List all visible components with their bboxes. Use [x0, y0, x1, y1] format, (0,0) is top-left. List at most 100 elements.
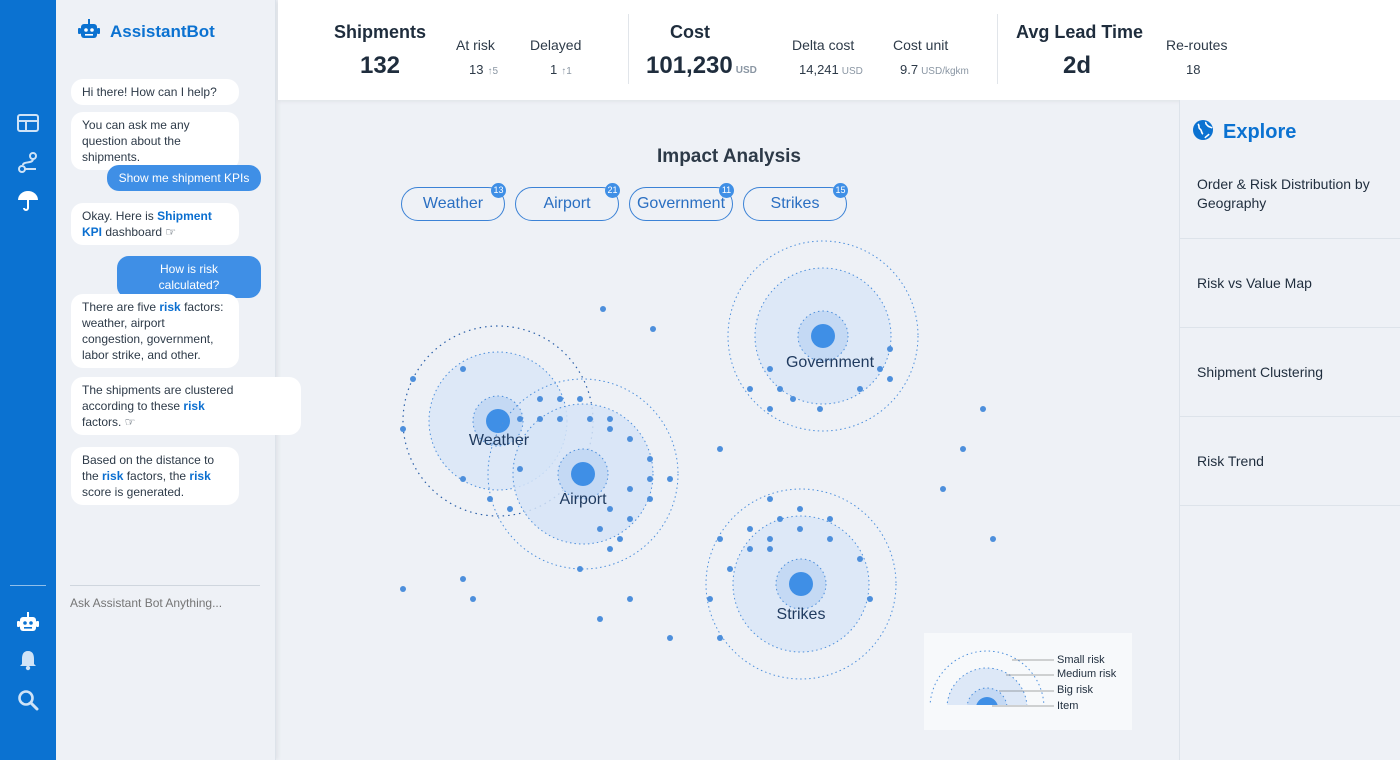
bot-message: Based on the distance to the risk factor…	[71, 447, 239, 505]
risk-link[interactable]: risk	[183, 399, 205, 413]
legend-small-risk: Small risk	[1057, 654, 1105, 666]
brand-name: AssistantBot	[110, 21, 215, 41]
message-text: factors: weather, airport congestion, go…	[82, 300, 224, 362]
delayed-value: 1 ↑1	[550, 62, 572, 77]
count-badge: 15	[833, 183, 848, 198]
brand: AssistantBot	[76, 18, 215, 45]
cluster-label-strikes: Strikes	[776, 606, 826, 623]
delta-cost-number: 14,241	[799, 62, 839, 77]
bot-message: Okay. Here is Shipment KPI dashboard ☞	[71, 203, 239, 245]
bot-message: You can ask me any question about the sh…	[71, 112, 239, 170]
message-text: The shipments are clustered according to…	[82, 383, 234, 413]
legend-item: Item	[1057, 700, 1079, 712]
explore-item-geography[interactable]: Order & Risk Distribution by Geography	[1180, 150, 1400, 239]
cost-number: 101,230	[646, 52, 733, 79]
cluster-strikes[interactable]	[705, 488, 897, 680]
cost-unit-label: Cost unit	[893, 37, 949, 53]
chat-divider	[70, 585, 260, 586]
impact-cluster-map	[400, 240, 996, 680]
globe-icon	[1192, 119, 1214, 146]
at-risk-value: 13 ↑5	[469, 62, 498, 77]
explore-panel: Explore Order & Risk Distribution by Geo…	[1179, 100, 1400, 760]
page-title: Impact Analysis	[657, 146, 801, 167]
filter-weather[interactable]: Weather 13	[401, 183, 506, 221]
at-risk-label: At risk	[456, 37, 495, 53]
delayed-trend: ↑1	[561, 66, 572, 77]
dashboard-icon[interactable]	[14, 109, 42, 137]
filter-strikes[interactable]: Strikes 15	[743, 183, 848, 221]
explore-item-clustering[interactable]: Shipment Clustering	[1180, 328, 1400, 417]
explore-item-risk-value-map[interactable]: Risk vs Value Map	[1180, 239, 1400, 328]
filter-airport[interactable]: Airport 21	[515, 183, 620, 221]
legend-big-risk: Big risk	[1057, 684, 1094, 696]
filter-label: Strikes	[770, 195, 820, 212]
bell-icon[interactable]	[14, 646, 42, 674]
chat-input[interactable]	[70, 596, 260, 610]
filter-label: Airport	[543, 195, 591, 212]
shipment-kpi-link[interactable]: Shipment KPI	[82, 209, 212, 239]
delayed-label: Delayed	[530, 37, 582, 53]
kpi-bar: Shipments 132 At risk 13 ↑5 Delayed 1 ↑1 C…	[278, 0, 1400, 100]
cluster-label-weather: Weather	[468, 432, 530, 449]
delta-cost-value: 14,241 USD	[799, 62, 863, 77]
lead-time-label: Avg Lead Time	[1016, 22, 1144, 42]
shipment-points	[400, 306, 996, 641]
lead-time-value: 2d	[1062, 52, 1091, 79]
count-badge: 13	[491, 183, 506, 198]
cluster-airport[interactable]	[487, 378, 679, 570]
message-text: Okay. Here is	[82, 209, 158, 223]
cluster-label-government: Government	[785, 354, 875, 371]
risk-link[interactable]: risk	[189, 469, 211, 483]
cost-label: Cost	[670, 22, 710, 42]
user-message: How is risk calculated?	[117, 256, 261, 298]
bot-message: There are five risk factors: weather, ai…	[71, 294, 239, 368]
risk-link[interactable]: risk	[159, 300, 181, 314]
route-icon[interactable]	[14, 149, 42, 177]
risk-legend: Small risk Medium risk Big risk Item	[924, 633, 1132, 730]
message-text: There are five	[82, 300, 160, 314]
cost-unit-unit: USD/kgkm	[921, 66, 969, 77]
chat-panel: AssistantBot Hi there! How can I help? Y…	[56, 0, 301, 760]
explore-item-risk-trend[interactable]: Risk Trend	[1180, 417, 1400, 506]
robot-icon[interactable]	[14, 608, 42, 636]
user-message: Show me shipment KPIs	[107, 165, 261, 191]
shipments-value: 132	[359, 52, 401, 79]
delta-cost-unit: USD	[841, 66, 863, 77]
robot-logo-icon	[76, 18, 102, 45]
cost-unit-value: 9.7 USD/kgkm	[900, 62, 969, 77]
message-text: Based on the distance to the	[82, 453, 215, 483]
message-text: score is generated.	[82, 485, 185, 499]
shipments-label: Shipments	[333, 22, 426, 42]
cost-value: 101,230 USD	[646, 52, 771, 80]
cluster-label-airport: Airport	[559, 491, 607, 508]
at-risk-number: 13	[469, 62, 484, 77]
delta-cost-label: Delta cost	[792, 37, 855, 53]
filter-label: Government	[636, 195, 726, 212]
count-badge: 21	[605, 183, 620, 198]
legend-graphic	[929, 650, 1054, 707]
delayed-number: 1	[550, 62, 558, 77]
kpi-divider	[997, 14, 998, 84]
reroutes-value: 18	[1186, 62, 1201, 77]
at-risk-trend: ↑5	[487, 66, 499, 77]
explore-header: Explore	[1192, 119, 1296, 146]
left-rail	[0, 0, 56, 760]
message-text: dashboard ☞	[102, 225, 177, 239]
umbrella-icon[interactable]	[14, 187, 42, 215]
cluster-government[interactable]	[727, 240, 919, 432]
reroutes-label: Re-routes	[1166, 37, 1228, 53]
count-badge: 11	[719, 183, 734, 198]
bot-message: The shipments are clustered according to…	[71, 377, 301, 435]
rail-divider	[10, 585, 46, 586]
kpi-divider	[628, 14, 629, 84]
message-text: factors. ☞	[82, 415, 136, 429]
filter-label: Weather	[422, 195, 484, 212]
risk-link[interactable]: risk	[102, 469, 124, 483]
explore-title: Explore	[1223, 121, 1297, 143]
legend-medium-risk: Medium risk	[1057, 668, 1117, 680]
search-icon[interactable]	[14, 686, 42, 714]
cost-unit: USD	[735, 65, 757, 76]
filter-government[interactable]: Government 11	[629, 183, 734, 221]
bot-message: Hi there! How can I help?	[71, 79, 239, 105]
message-text: factors, the	[123, 469, 190, 483]
